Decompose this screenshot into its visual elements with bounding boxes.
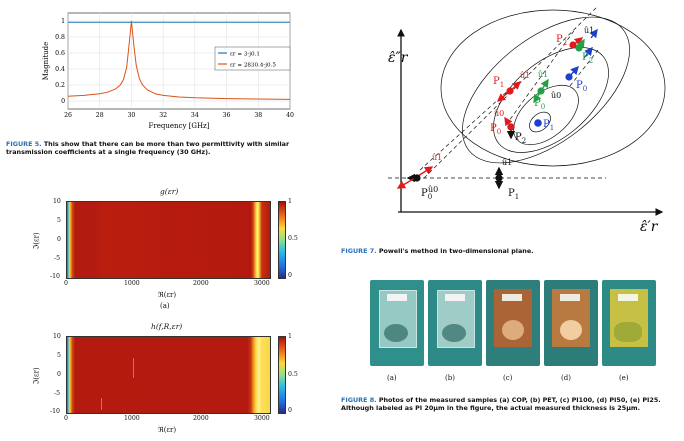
figure7-text: Powell's method in two-dimensional plane…	[378, 247, 534, 255]
y-tick-label: 0.6	[55, 50, 65, 57]
legend-entry-2: εr = 2830.4-j0.5	[230, 63, 276, 69]
x-tick-label: 26	[64, 112, 72, 119]
label-p2-red: P2	[556, 34, 567, 47]
colorbar	[278, 336, 286, 414]
heatmap-title: g(εr)	[160, 187, 179, 196]
x-tick-label: 28	[96, 112, 104, 119]
contour	[529, 111, 551, 133]
y-tick-label: 0.2	[55, 82, 65, 89]
label-p0-green: P0	[534, 98, 545, 111]
label-u1-green: û1	[538, 70, 548, 79]
label-p2-green: P2	[582, 52, 593, 65]
y-axis-label: ℑ(εr)	[32, 232, 41, 250]
point-p1-blue	[534, 119, 542, 127]
label-p1-blue: P1	[543, 119, 554, 132]
label-u0-mid: û0	[551, 91, 561, 100]
photo-label-d: (d)	[561, 374, 571, 382]
y-tick-label: 0	[61, 98, 65, 105]
heatmap-plot	[66, 201, 271, 279]
sample-photo-b	[428, 280, 482, 366]
figure8-text: Photos of the measured samples (a) COP, …	[341, 396, 661, 413]
axis-x-label: ε̂′r	[640, 219, 659, 235]
label-p0-red: P0	[490, 123, 501, 136]
series-line-2	[67, 20, 291, 100]
point-p0-blue	[565, 73, 573, 81]
sample-photo-e	[602, 280, 656, 366]
point-p1-red	[506, 87, 514, 95]
photo-label-c: (c)	[503, 374, 513, 382]
colorbar	[278, 201, 286, 279]
contour	[513, 84, 579, 146]
figure5-chart: 26 28 30 32 34 36 38 40 0 0.2 0.4 0.6 0.8 1 εr = 3-j0…	[42, 12, 294, 130]
figure7-label: FIGURE 7.	[341, 247, 377, 255]
label-p1-red: P1	[493, 76, 504, 89]
x-tick-label: 30	[127, 112, 135, 119]
figure8-label: FIGURE 8.	[341, 396, 377, 404]
photo-label-a: (a)	[387, 374, 397, 382]
y-tick-label: 0.8	[55, 34, 65, 41]
sample-photo-d	[544, 280, 598, 366]
point-p0-red	[507, 123, 515, 131]
subfigure-label: (a)	[160, 302, 170, 310]
x-axis-label: ℜ(εr)	[158, 426, 177, 434]
point-p2-red	[569, 41, 577, 49]
heatmap-streak	[133, 358, 134, 378]
label-u0-red: û0	[494, 109, 504, 118]
photo-label-b: (b)	[445, 374, 455, 382]
point-p2-green	[575, 44, 583, 52]
y-tick-label: 0.4	[55, 66, 65, 73]
point-p0-black	[413, 174, 421, 182]
heatmap-title: h(f,R,εr)	[151, 322, 183, 331]
contour	[462, 16, 630, 164]
label-p2-black: P2	[515, 132, 526, 145]
figure5-text: This show that there can be more than tw…	[6, 140, 290, 157]
label-u1-top: û1	[584, 26, 594, 35]
y-axis-label: ℑ(εr)	[32, 367, 41, 385]
point-p1-black	[495, 174, 503, 182]
label-p0-black: P0	[421, 188, 432, 201]
heatmap-streak	[101, 398, 102, 410]
figure8-caption: FIGURE 8. Photos of the measured samples…	[341, 396, 666, 413]
figure5-caption: FIGURE 5. This show that there can be mo…	[6, 140, 326, 157]
heatmap-plot	[66, 336, 271, 414]
y-axis-label: Magnitude	[42, 42, 50, 81]
contour	[440, 9, 666, 167]
label-u1-red-2: û1	[520, 71, 530, 80]
figure7-diagram: ε̂″r ε̂′r P0 P1 P0 P1 P2 P2 P0	[388, 5, 666, 235]
axis-y-label: ε̂″r	[388, 50, 409, 66]
label-u1-red: û1	[432, 153, 442, 162]
label-p1-black: P1	[508, 188, 519, 201]
legend-entry-1: εr = 3-j0.1	[230, 52, 260, 58]
x-tick-label: 40	[286, 112, 294, 119]
y-tick-label: 1	[61, 18, 65, 25]
figure7-caption: FIGURE 7. Powell's method in two-dimensi…	[341, 247, 661, 255]
x-axis-label: Frequency [GHz]	[149, 122, 210, 130]
label-u1-black: û1	[502, 158, 512, 167]
x-tick-label: 38	[254, 112, 262, 119]
x-tick-label: 32	[159, 112, 167, 119]
x-tick-label: 34	[191, 112, 199, 119]
x-axis-label: ℜ(εr)	[158, 291, 177, 299]
contour	[493, 47, 609, 153]
sample-photo-c	[486, 280, 540, 366]
label-p0-blue: P0	[576, 80, 587, 93]
label-u0-black: û0	[428, 185, 438, 194]
x-tick-label: 36	[223, 112, 231, 119]
legend: εr = 3-j0.1 εr = 2830.4-j0.5	[214, 46, 291, 71]
point-p0-green	[537, 87, 545, 95]
photo-label-e: (e)	[619, 374, 629, 382]
figure5-label: FIGURE 5.	[6, 140, 42, 148]
sample-photo-a	[370, 280, 424, 366]
